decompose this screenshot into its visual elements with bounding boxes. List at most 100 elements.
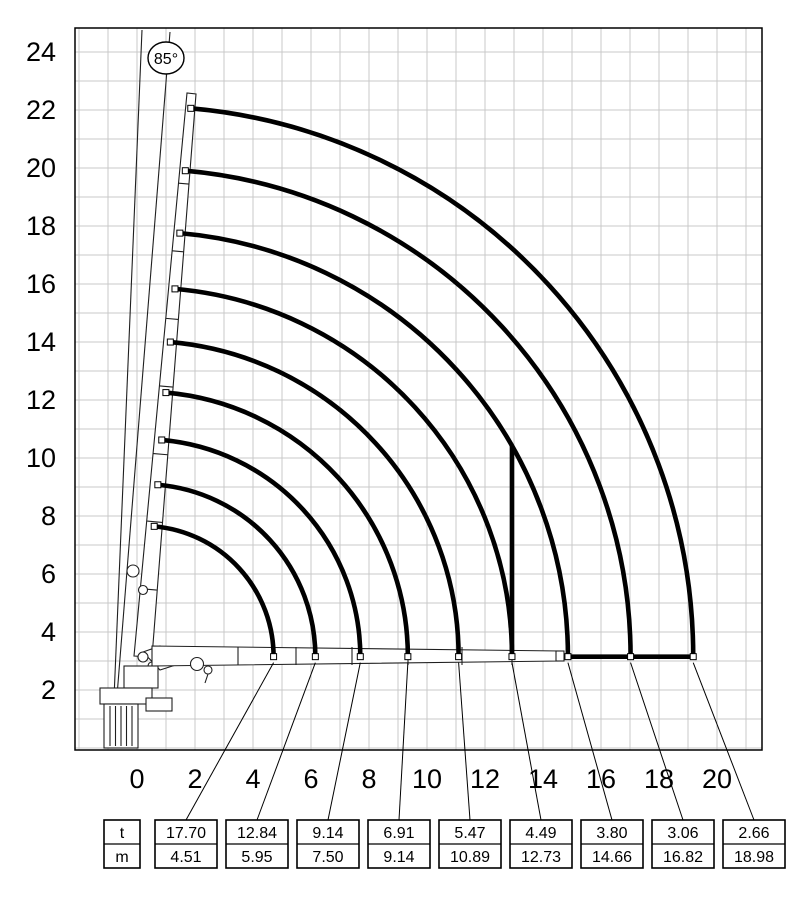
y-tick-label: 4 — [41, 617, 56, 647]
base-frame — [99, 687, 153, 705]
hook-pulley-icon — [189, 656, 205, 672]
angle-label: 85° — [154, 51, 178, 68]
table-column: 17.70 4.51 — [154, 819, 218, 869]
arc-bottom-marker — [508, 653, 516, 661]
leader-line — [256, 662, 316, 821]
boom-section-joint — [159, 385, 173, 388]
boom-section-joint — [147, 520, 163, 523]
arc-top-marker — [187, 104, 195, 112]
capacity-arc — [185, 168, 633, 657]
reach-value: 16.82 — [663, 849, 703, 866]
leader-line — [630, 662, 684, 821]
reach-value: 5.95 — [241, 849, 272, 866]
capacity-arc — [179, 230, 571, 657]
y-tick-label: 12 — [26, 385, 56, 415]
slew-housing — [123, 665, 159, 689]
reach-value: 4.51 — [170, 849, 201, 866]
x-tick-label: 2 — [187, 764, 202, 794]
x-tick-label: 4 — [245, 764, 260, 794]
pulley-icon — [126, 564, 140, 578]
angle-circle — [147, 41, 185, 75]
table-column: 4.49 12.73 — [509, 819, 573, 869]
stabilizer-beam — [145, 697, 173, 712]
table-column: 9.14 7.50 — [296, 819, 360, 869]
reach-value: 14.66 — [592, 849, 632, 866]
y-tick-label: 18 — [26, 211, 56, 241]
arc-top-marker — [158, 436, 166, 444]
table-column: 6.91 9.14 — [367, 819, 431, 869]
reach-value: 9.14 — [383, 849, 414, 866]
x-tick-label: 20 — [702, 764, 732, 794]
arc-end-markers — [150, 104, 697, 661]
boom-tip — [555, 650, 565, 662]
load-value: 3.06 — [667, 825, 698, 842]
arc-top-marker — [150, 522, 158, 530]
table-column: 3.06 16.82 — [651, 819, 715, 869]
load-value: 2.66 — [738, 825, 769, 842]
table-legend: tm — [103, 819, 141, 869]
load-value: 5.47 — [454, 825, 485, 842]
x-tick-label: 14 — [528, 764, 558, 794]
boom-angle-guide-line — [111, 29, 143, 747]
reach-value: 18.98 — [734, 849, 774, 866]
arc-top-marker — [171, 285, 179, 293]
arc-bottom-marker — [455, 653, 463, 661]
leader-line — [458, 662, 471, 821]
reach-value: 7.50 — [312, 849, 343, 866]
boom-section-joint — [153, 452, 168, 456]
y-tick-label: 14 — [26, 327, 56, 357]
y-tick-label: 16 — [26, 269, 56, 299]
legend-reach-unit: m — [115, 849, 128, 866]
arc-bottom-marker — [627, 653, 635, 661]
leader-line — [567, 662, 613, 821]
y-tick-label: 6 — [41, 559, 56, 589]
x-tick-label: 12 — [470, 764, 500, 794]
arc-top-marker — [166, 338, 174, 346]
arc-bottom-marker — [404, 653, 412, 661]
capacity-arc — [174, 286, 515, 657]
angle-badge: 85° — [147, 41, 185, 75]
load-value: 4.49 — [525, 825, 556, 842]
leader-line — [398, 662, 409, 821]
pivot-pin — [137, 651, 149, 663]
legend-load-unit: t — [120, 825, 125, 842]
pulley-icon — [137, 584, 149, 596]
boom-angle-guide-line — [112, 31, 171, 747]
reach-value: 10.89 — [450, 849, 490, 866]
load-value: 9.14 — [312, 825, 343, 842]
arc-bottom-marker — [564, 653, 572, 661]
capacity-arc — [161, 437, 363, 657]
y-tick-label: 2 — [41, 675, 56, 705]
load-table: tm 17.70 4.51 12.84 5.95 9.14 7.50 6.91 9.14 5.47… — [103, 819, 786, 869]
boom-section-joint — [172, 250, 184, 253]
x-tick-label: 8 — [361, 764, 376, 794]
x-tick-label: 0 — [129, 764, 144, 794]
load-value: 6.91 — [383, 825, 414, 842]
arc-bottom-marker — [356, 653, 364, 661]
boom-section-joint — [165, 317, 179, 320]
leader-line — [327, 662, 361, 821]
y-tick-label: 22 — [26, 95, 56, 125]
arc-bottom-marker — [689, 653, 697, 661]
load-value: 17.70 — [166, 825, 206, 842]
capacity-arc — [165, 390, 411, 657]
load-value: 12.84 — [237, 825, 277, 842]
capacity-arc — [190, 106, 696, 657]
table-column: 3.80 14.66 — [580, 819, 644, 869]
y-tick-label: 8 — [41, 501, 56, 531]
capacity-arc — [170, 339, 461, 657]
table-column: 2.66 18.98 — [722, 819, 786, 869]
arc-top-marker — [162, 389, 170, 397]
hook-pulley-icon — [203, 665, 213, 675]
table-column: 12.84 5.95 — [225, 819, 289, 869]
arc-bottom-marker — [270, 653, 278, 661]
arc-top-marker — [181, 167, 189, 175]
leader-line — [511, 662, 542, 821]
arc-bottom-marker — [311, 653, 319, 661]
hook-line — [204, 673, 209, 684]
x-tick-label: 6 — [303, 764, 318, 794]
leader-line — [692, 662, 755, 821]
